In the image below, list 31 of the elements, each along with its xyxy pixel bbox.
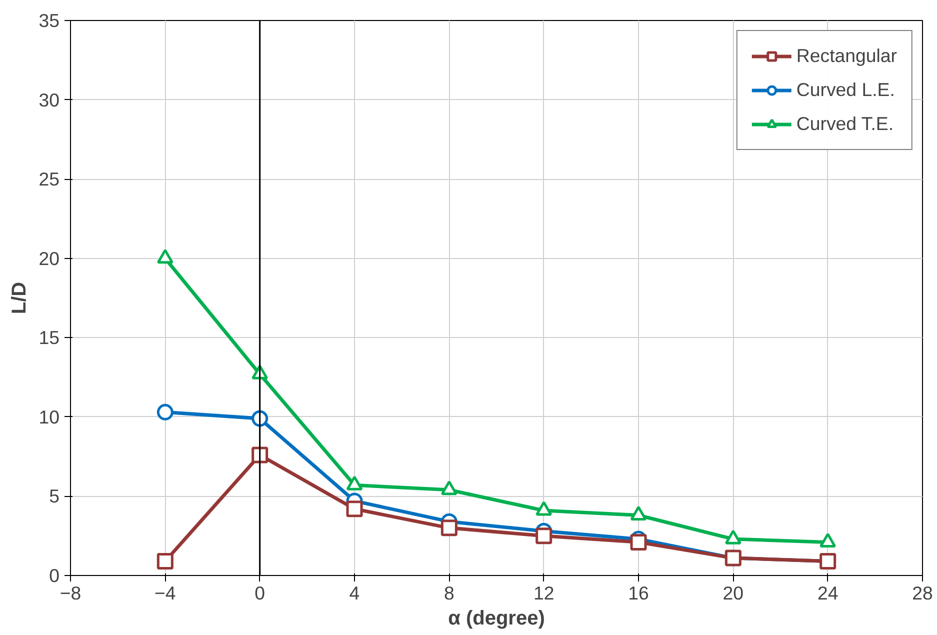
y-tick-label: 20	[38, 248, 60, 269]
x-tick-label: 0	[254, 582, 266, 604]
point	[440, 480, 458, 496]
x-tick-label: 28	[912, 582, 933, 604]
x-tick-label: 24	[817, 582, 838, 604]
point	[536, 528, 552, 544]
point	[346, 500, 363, 518]
x-tick-label: 16	[628, 582, 649, 604]
x-tick-label: −4	[154, 582, 176, 604]
y-tick-label: 15	[38, 327, 60, 348]
legend-label: Curved T.E.	[796, 113, 894, 135]
x-tick-label: −8	[60, 582, 82, 604]
x-tick-label: 4	[349, 582, 360, 604]
x-tick-label: 12	[533, 582, 554, 604]
legend-label: Curved L.E.	[796, 79, 895, 101]
y-tick-label: 30	[38, 89, 60, 110]
x-tick-label: 20	[722, 582, 744, 604]
point	[156, 552, 174, 570]
x-axis-title: α (degree)	[448, 608, 545, 630]
point	[156, 404, 174, 420]
y-tick-label: 0	[49, 565, 60, 586]
point	[156, 249, 174, 264]
point	[630, 534, 647, 550]
y-tick-label: 35	[38, 10, 60, 31]
legend-label: Rectangular	[796, 45, 897, 67]
y-tick-label: 5	[49, 486, 60, 507]
y-tick-label: 10	[38, 406, 60, 428]
y-tick-label: 25	[38, 168, 60, 190]
y-axis-title: L/D	[8, 282, 31, 314]
x-tick-label: 8	[444, 582, 454, 604]
point	[440, 520, 458, 536]
